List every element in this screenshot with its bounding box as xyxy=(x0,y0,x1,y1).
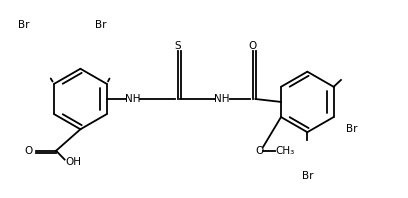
Text: Br: Br xyxy=(95,20,106,30)
Text: NH: NH xyxy=(125,94,141,104)
Text: NH: NH xyxy=(215,94,230,104)
Text: OH: OH xyxy=(66,157,82,168)
Text: O: O xyxy=(256,146,264,156)
Text: Br: Br xyxy=(346,124,358,134)
Text: Br: Br xyxy=(18,20,29,30)
Text: O: O xyxy=(248,41,257,51)
Text: CH₃: CH₃ xyxy=(275,146,295,156)
Text: Br: Br xyxy=(302,171,313,181)
Text: S: S xyxy=(174,41,181,51)
Text: O: O xyxy=(25,146,33,156)
